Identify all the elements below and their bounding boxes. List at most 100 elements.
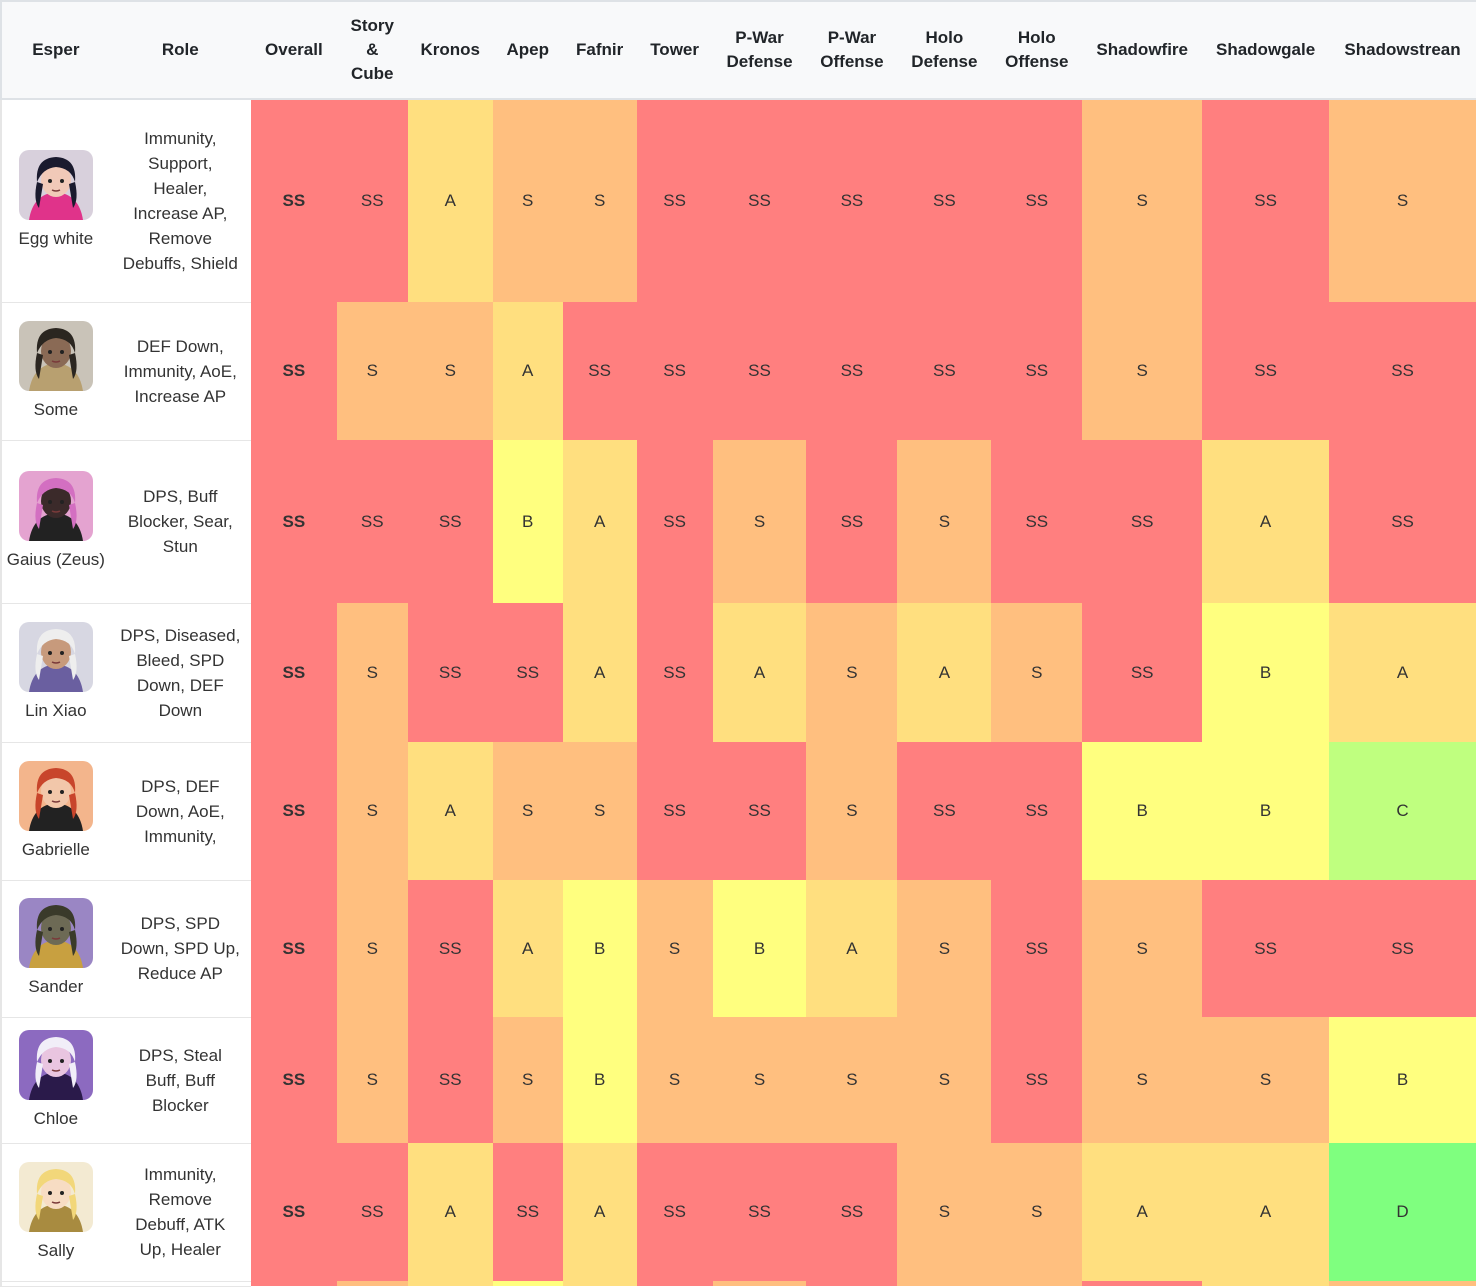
column-header[interactable]: P-War Offense	[806, 0, 898, 100]
esper-cell[interactable]: Gaius (Zeus)	[0, 440, 110, 604]
grade-cell: A	[806, 880, 898, 1017]
grade-cell: SS	[991, 1017, 1083, 1143]
grade-cell: A	[1082, 1143, 1203, 1281]
esper-cell[interactable]: Sander	[0, 880, 110, 1018]
grade-cell: S	[712, 1017, 807, 1143]
esper-role: DPS, Diseased, Bleed, SPD Down, DEF Down	[109, 603, 251, 743]
table-row: Egg white Immunity, Support, Healer, Incr…	[0, 99, 1476, 303]
grade-cell: S	[806, 1017, 898, 1143]
grade-cell: SS	[1329, 302, 1476, 440]
grade-cell: B	[1202, 603, 1330, 742]
esper-name: Gaius (Zeus)	[6, 550, 105, 569]
grade-cell: S	[1202, 1017, 1330, 1143]
grade-cell: S	[492, 1017, 563, 1143]
column-header[interactable]: Overall	[250, 0, 337, 100]
grade-cell: A	[562, 603, 637, 742]
grade-cell: S	[806, 742, 898, 880]
grade-cell: S	[991, 603, 1083, 742]
grade-cell: SS	[1202, 302, 1330, 440]
esper-cell[interactable]: Lin Xiao	[0, 603, 110, 743]
esper-avatar[interactable]	[18, 760, 93, 831]
grade-cell: S	[1082, 1017, 1203, 1143]
esper-name: Chloe	[33, 1108, 79, 1128]
grade-cell: S	[492, 742, 563, 880]
column-header[interactable]: Holo Offense	[991, 0, 1083, 100]
esper-avatar[interactable]	[18, 622, 93, 692]
esper-avatar[interactable]	[18, 150, 93, 221]
grade-cell: SS	[1082, 440, 1203, 603]
overall-grade: SS	[250, 603, 337, 742]
esper-cell[interactable]: Egg white	[0, 99, 110, 303]
grade-cell: S	[562, 99, 637, 302]
esper-avatar[interactable]	[18, 898, 93, 968]
grade-cell: A	[407, 742, 493, 880]
column-header[interactable]: Apep	[492, 0, 563, 100]
grade-cell: S	[897, 1143, 992, 1281]
grade-cell: B	[1329, 1017, 1476, 1143]
grade-cell: B	[562, 880, 637, 1017]
grade-cell: A	[1202, 440, 1330, 603]
column-header[interactable]: Shadowgale	[1202, 0, 1330, 100]
grade-cell: SS	[1082, 603, 1203, 742]
grade-cell: C	[1329, 742, 1476, 880]
esper-role: DPS, Buff Blocker, Sear, Stun	[109, 440, 251, 604]
grade-cell: SS	[1329, 880, 1476, 1017]
table-row: Gaius (Zeus) DPS, Buff Blocker, Sear, Stu…	[0, 440, 1476, 604]
esper-name: Lin Xiao	[25, 701, 87, 720]
grade-cell: S	[636, 1017, 713, 1143]
grade-cell: S	[336, 302, 408, 440]
esper-cell[interactable]: Chloe	[0, 1017, 110, 1144]
column-header[interactable]: Tower	[636, 0, 713, 100]
esper-cell[interactable]: Some	[0, 302, 110, 441]
grade-cell: S	[492, 99, 563, 302]
grade-cell: B	[1202, 742, 1330, 880]
column-header[interactable]: Shadowstrean	[1329, 0, 1476, 100]
table-row: Some DEF Down, Immunity, AoE, Increase AP…	[0, 302, 1476, 441]
grade-cell: SS	[636, 302, 713, 440]
esper-avatar[interactable]	[18, 320, 93, 391]
column-header[interactable]: Kronos	[407, 0, 493, 100]
grade-cell: S	[336, 742, 408, 880]
esper-name: Gabrielle	[21, 839, 90, 859]
grade-cell: S	[407, 302, 493, 440]
grade-cell: SS	[636, 603, 713, 742]
column-header[interactable]: Holo Defense	[897, 0, 992, 100]
grade-cell: SS	[991, 440, 1083, 603]
grade-cell: SS	[492, 1143, 563, 1281]
esper-avatar[interactable]	[18, 1029, 93, 1100]
grade-cell: SS	[712, 302, 807, 440]
grade-cell: SS	[636, 1143, 713, 1281]
grade-cell: A	[407, 1143, 493, 1281]
grade-cell: SS	[336, 440, 408, 603]
esper-cell[interactable]: Gabrielle	[0, 742, 110, 881]
grade-cell: S	[336, 603, 408, 742]
grade-cell: SS	[806, 440, 898, 603]
grade-cell: SS	[806, 1143, 898, 1281]
esper-role: Immunity, Support, Healer, Increase AP, …	[109, 99, 251, 303]
grade-cell: A	[492, 880, 563, 1017]
grade-cell: S	[712, 440, 807, 603]
esper-avatar[interactable]	[18, 1161, 93, 1232]
esper-avatar[interactable]	[18, 471, 93, 541]
grade-cell: SS	[712, 99, 807, 302]
grade-cell: SS	[407, 880, 493, 1017]
column-header[interactable]: Esper	[0, 0, 110, 100]
grade-cell: S	[897, 440, 992, 603]
esper-cell[interactable]: Sally	[0, 1143, 110, 1282]
esper-name: Egg white	[18, 229, 94, 249]
grade-cell: SS	[897, 99, 992, 302]
grade-cell: SS	[897, 302, 992, 440]
column-header[interactable]: P-War Defense	[712, 0, 807, 100]
overall-grade: SS	[250, 742, 337, 880]
grade-cell: SS	[492, 603, 563, 742]
column-header[interactable]: Fafnir	[562, 0, 637, 100]
table-row: Lin Xiao DPS, Diseased, Bleed, SPD Down, …	[0, 603, 1476, 743]
table-row: Chloe DPS, Steal Buff, Buff Blocker SS S SS S…	[0, 1017, 1476, 1144]
grade-cell: B	[492, 440, 563, 603]
column-header[interactable]: Shadowfire	[1082, 0, 1203, 100]
grade-cell: A	[562, 440, 637, 603]
overall-grade: SS	[250, 1143, 337, 1281]
column-header[interactable]: Role	[109, 0, 251, 100]
column-header[interactable]: Story & Cube	[336, 0, 408, 100]
